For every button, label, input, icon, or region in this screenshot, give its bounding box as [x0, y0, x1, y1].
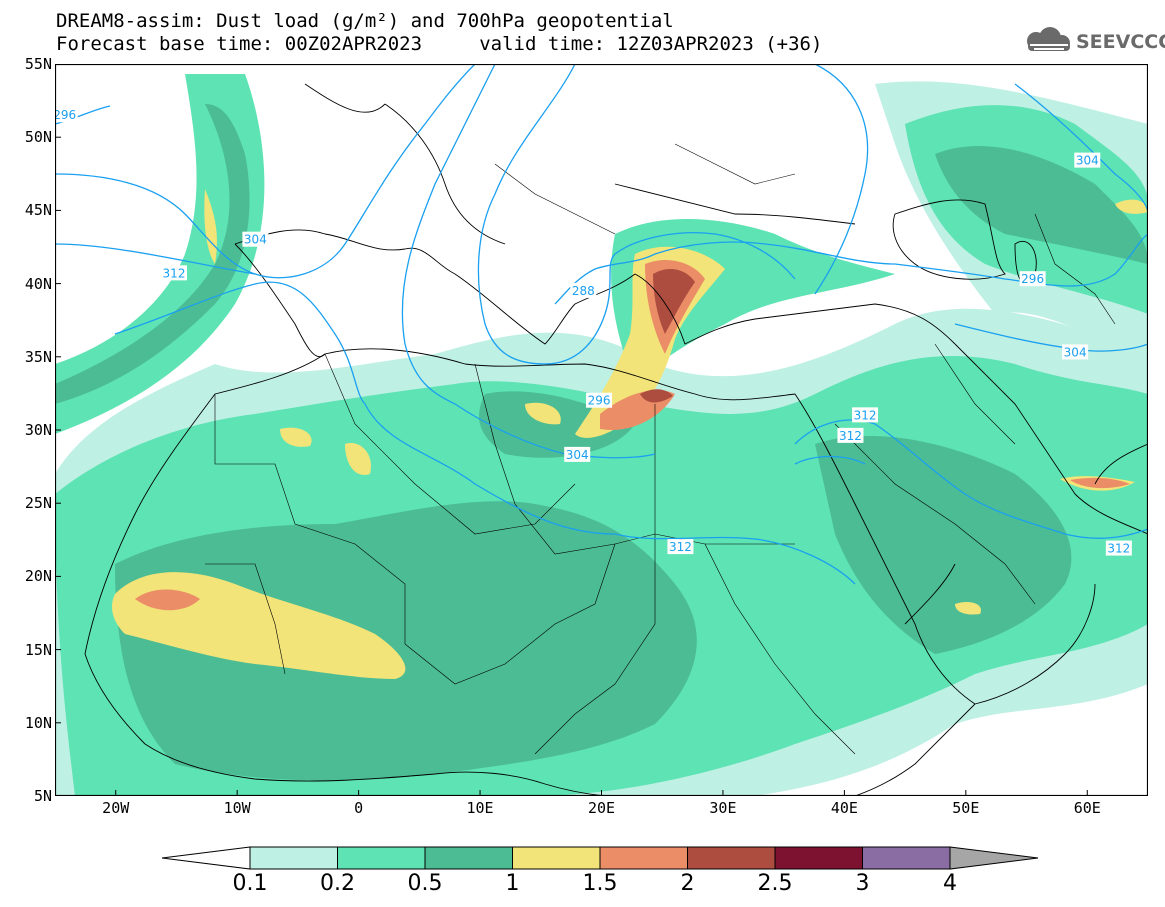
colorbar-label: 0.2: [320, 871, 355, 896]
lat-tick-label: 30N: [24, 421, 52, 439]
contour-label: 304: [1062, 344, 1089, 360]
logo-text: SEEVCCC: [1076, 31, 1165, 53]
contour-label: 296: [586, 392, 613, 408]
colorbar-swatch: [424, 846, 513, 870]
contour-label: 312: [667, 539, 694, 555]
contour-label: 304: [1074, 152, 1101, 168]
colorbar-swatch: [599, 846, 688, 870]
svg-text:304: 304: [244, 233, 267, 247]
chart-subtitle: Forecast base time: 00Z02APR2023 valid t…: [56, 33, 823, 55]
contour-label: 296: [1019, 271, 1046, 287]
colorbar-label: 0.1: [232, 871, 268, 896]
country-borders: [205, 143, 1116, 755]
contour-label: 312: [852, 407, 879, 423]
lon-tick-label: 30E: [709, 799, 737, 817]
svg-text:296: 296: [1021, 272, 1044, 286]
dust-field-0.5: [55, 104, 1148, 781]
colorbar-label: 1.5: [582, 871, 618, 896]
svg-text:312: 312: [1107, 542, 1130, 556]
dust-load-map: 296 304 312 288 296 304 312 312 312 304 296 304 312: [55, 64, 1148, 796]
svg-text:312: 312: [854, 408, 877, 422]
lat-tick-label: 15N: [24, 640, 52, 659]
lon-tick-label: 60E: [1073, 799, 1101, 817]
lon-tick-label: 50E: [952, 799, 980, 817]
colorbar-swatch: [687, 846, 776, 870]
lat-tick-label: 20N: [24, 567, 52, 586]
lon-tick-label: 10W: [223, 799, 251, 817]
dust-field-2: [640, 268, 695, 403]
colorbar-under-triangle: [162, 846, 251, 870]
svg-text:304: 304: [566, 448, 589, 462]
lat-tick-label: 55N: [24, 55, 52, 73]
svg-text:296: 296: [588, 394, 611, 408]
svg-text:312: 312: [839, 429, 862, 443]
cloud-icon: [1027, 27, 1070, 51]
colorbar: [162, 846, 1039, 870]
lon-tick-label: 20E: [587, 799, 616, 817]
lat-tick-label: 45N: [24, 201, 52, 220]
contour-label: 304: [564, 446, 591, 462]
lat-tick-label: 10N: [24, 713, 52, 732]
lon-tick-label: 40E: [830, 799, 858, 817]
svg-text:304: 304: [1064, 345, 1087, 359]
svg-text:312: 312: [163, 266, 186, 280]
svg-text:288: 288: [572, 284, 595, 298]
colorbar-swatch: [862, 846, 951, 870]
coastlines: [84, 83, 1148, 796]
lat-tick-label: 50N: [24, 128, 52, 147]
tick-marks: [55, 64, 1088, 796]
colorbar-label: 4: [943, 871, 957, 896]
contour-label: 288: [570, 282, 597, 298]
lon-tick-label: 0: [354, 799, 364, 817]
colorbar-label: 3: [855, 871, 870, 896]
colorbar-over-triangle: [949, 846, 1039, 870]
contour-label: 312: [837, 427, 864, 443]
svg-text:304: 304: [1076, 154, 1099, 168]
svg-text:296: 296: [55, 108, 76, 122]
colorbar-swatch: [249, 846, 338, 870]
lat-tick-label: 35N: [24, 347, 52, 366]
contour-labels: 296 304 312 288 296 304 312 312 312 304 296 304 312: [55, 107, 1132, 556]
contour-label: 312: [1105, 540, 1132, 556]
colorbar-label: 2.5: [757, 871, 793, 896]
chart-title: DREAM8-assim: Dust load (g/m²) and 700hP…: [56, 10, 674, 32]
svg-text:312: 312: [669, 540, 692, 554]
colorbar-label: 1: [505, 871, 520, 896]
colorbar-swatch: [774, 846, 863, 870]
lon-tick-label: 20W: [102, 799, 130, 817]
lat-tick-label: 25N: [24, 494, 52, 513]
contour-label: 296: [55, 107, 78, 123]
lon-tick-label: 10E: [466, 799, 494, 817]
colorbar-swatch: [512, 846, 601, 870]
colorbar-label: 2: [680, 871, 695, 896]
colorbar-label: 0.5: [407, 871, 443, 896]
lat-tick-label: 40N: [24, 274, 52, 293]
contour-label: 312: [161, 265, 188, 281]
contour-label: 304: [242, 231, 269, 247]
colorbar-swatch: [337, 846, 426, 870]
lat-tick-label: 5N: [33, 787, 52, 805]
